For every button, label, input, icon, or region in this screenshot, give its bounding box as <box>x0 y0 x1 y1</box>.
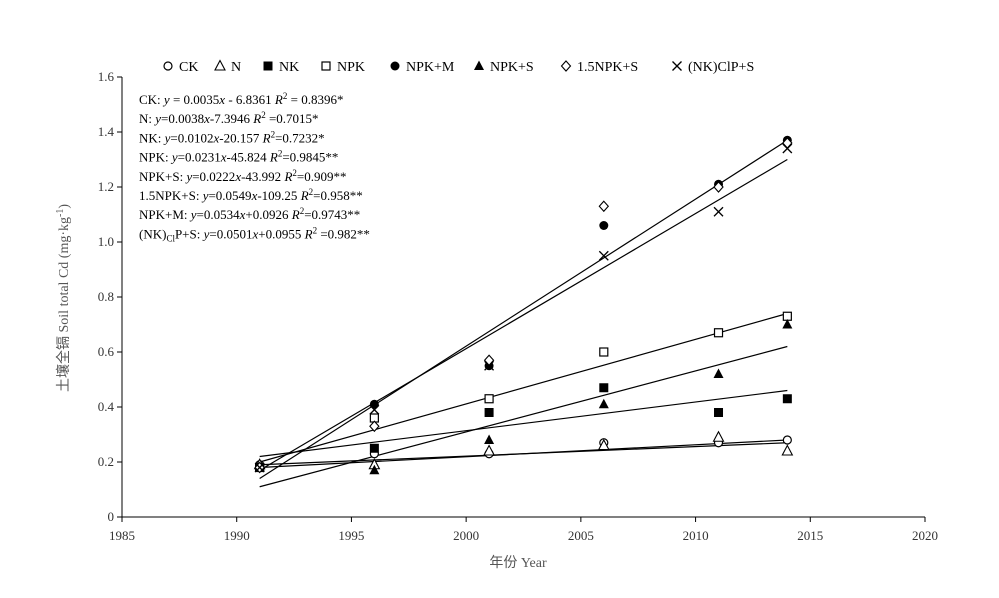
data-point <box>713 368 724 378</box>
y-tick-label: 0.8 <box>98 289 114 304</box>
trendline <box>259 439 788 469</box>
data-point <box>599 221 609 230</box>
equation-label: CK: y = 0.0035x - 6.8361 R2 = 0.8396* <box>139 91 343 107</box>
trendline <box>259 158 788 471</box>
legend-marker <box>321 61 331 71</box>
x-tick-label: 1995 <box>338 528 364 543</box>
data-point <box>597 438 610 451</box>
legend-label: NPK <box>337 60 365 75</box>
equation-label: NPK+M: y=0.0534x+0.0926 R2=0.9743** <box>139 206 360 222</box>
legend-label: N <box>231 60 241 75</box>
equations: CK: y = 0.0035x - 6.8361 R2 = 0.8396* N: … <box>139 91 370 243</box>
legend-item: NPK+S <box>474 60 534 75</box>
legend-item: NPK+M <box>390 60 455 75</box>
x-tick-label: 2000 <box>453 528 479 543</box>
equation-label: 1.5NPK+S: y=0.0549x-109.25 R2=0.958** <box>139 187 363 203</box>
y-tick-label: 1.6 <box>98 69 115 84</box>
x-axis-title: 年份 Year <box>489 555 547 571</box>
data-point <box>484 408 494 417</box>
data-point <box>369 404 380 415</box>
y-tick-label: 1.2 <box>98 179 114 194</box>
data-point <box>599 347 609 357</box>
data-point <box>484 434 495 444</box>
legend-label: 1.5NPK+S <box>577 60 638 75</box>
data-point <box>713 206 724 217</box>
equation-label: N: y=0.0038x-7.3946 R2 =0.7015* <box>139 110 319 126</box>
legend-item: (NK)ClP+S <box>672 60 754 75</box>
legend-marker <box>263 61 273 71</box>
legend-label: CK <box>179 60 198 75</box>
x-axis: 1985 1990 1995 2000 2005 2010 2015 2020 <box>109 516 938 543</box>
data-point <box>369 464 380 475</box>
legend-label: NPK+M <box>406 60 455 75</box>
y-axis: 0 0.2 0.4 0.6 0.8 1.0 1.2 1.4 1.6 <box>98 69 123 524</box>
legend-item: CK <box>163 60 198 75</box>
x-tick-label: 1985 <box>109 528 135 543</box>
data-point <box>484 394 494 404</box>
y-tick-label: 0.4 <box>98 399 115 414</box>
x-tick-label: 2020 <box>912 528 938 543</box>
legend-marker <box>560 60 572 72</box>
trendline <box>259 389 788 458</box>
equation-label: NPK+S: y=0.0222x-43.992 R2=0.909** <box>139 168 346 184</box>
legend-marker <box>672 61 682 71</box>
y-tick-label: 1.4 <box>98 124 115 139</box>
legend-item: NPK <box>321 60 365 75</box>
data-point <box>782 394 792 404</box>
y-tick-label: 1.0 <box>98 234 114 249</box>
y-tick-label: 0.6 <box>98 344 115 359</box>
legend-label: (NK)ClP+S <box>688 60 754 75</box>
data-point <box>712 430 725 442</box>
data-point <box>254 462 265 473</box>
legend-marker <box>214 59 226 71</box>
data-point <box>598 250 609 261</box>
x-tick-label: 1990 <box>224 528 250 543</box>
y-tick-label: 0.2 <box>98 454 114 469</box>
trendline <box>259 139 788 480</box>
trendline <box>259 312 788 463</box>
data-point <box>484 360 495 371</box>
equation-label: NK: y=0.0102x-20.157 R2=0.7232* <box>139 129 325 145</box>
legend: CK N NK NPK NPK+M NPK+S 1.5NPK+S (NK)ClP+S <box>163 59 754 75</box>
data-points <box>253 135 794 475</box>
legend-item: NK <box>263 60 299 75</box>
data-point <box>369 420 380 433</box>
legend-item: N <box>214 59 241 75</box>
data-point <box>714 408 724 417</box>
legend-label: NPK+S <box>490 60 534 75</box>
x-tick-label: 2005 <box>568 528 594 543</box>
data-point <box>713 181 724 193</box>
data-point <box>782 319 793 329</box>
x-tick-label: 2015 <box>797 528 823 543</box>
equation-label: (NK)ClP+S: y=0.0501x+0.0955 R2 =0.982** <box>139 225 370 243</box>
data-point <box>599 383 609 393</box>
x-tick-label: 2010 <box>683 528 709 543</box>
legend-marker <box>390 61 400 71</box>
data-point <box>713 328 724 338</box>
data-point <box>781 444 794 456</box>
data-point <box>782 435 792 445</box>
data-point <box>598 200 610 213</box>
legend-item: 1.5NPK+S <box>560 60 638 75</box>
y-tick-label: 0 <box>108 509 115 524</box>
data-point <box>598 398 609 409</box>
data-point <box>369 443 379 453</box>
legend-marker <box>163 61 173 71</box>
y-axis-title: 土壤全镉 Soil total Cd (mg·kg-1) <box>55 204 72 392</box>
data-point <box>369 399 379 409</box>
trendline <box>259 345 788 488</box>
data-point <box>483 444 495 456</box>
legend-marker <box>474 60 484 70</box>
data-point <box>782 143 793 154</box>
trendlines <box>259 139 788 488</box>
legend-label: NK <box>279 60 299 75</box>
equation-label: NPK: y=0.0231x-45.824 R2=0.9845** <box>139 149 338 165</box>
